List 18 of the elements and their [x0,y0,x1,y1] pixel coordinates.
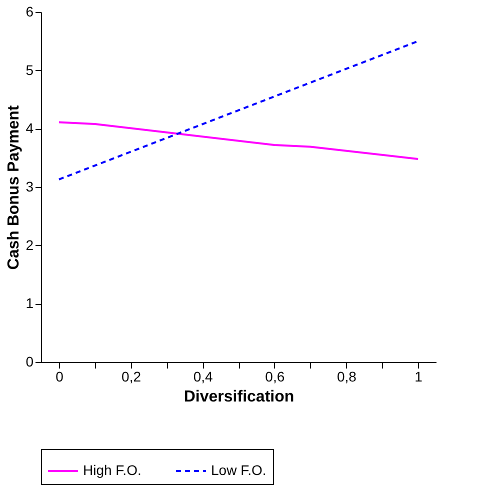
line-series [58,121,420,160]
y-tick-label: 3 [26,178,34,194]
y-tick-label: 5 [26,62,34,78]
x-tick-label: 0,8 [336,368,357,384]
y-tick-label: 6 [26,4,34,20]
y-tick-label: 4 [26,120,34,136]
y-tick-label: 0 [26,354,34,370]
x-tick-label: 0,4 [193,368,214,384]
legend-label: Low F.O. [211,462,266,478]
y-tick-label: 2 [26,236,34,253]
y-tick-label: 1 [26,295,34,312]
legend-label: High F.O. [83,462,142,478]
y-axis-title: Cash Bonus Payment [6,104,23,270]
x-tick-label: 0,6 [265,368,285,384]
x-tick-label: 0 [56,368,64,384]
x-tick-label: 1 [414,368,423,384]
x-axis-title: Diversification [184,388,294,406]
x-tick-label: 0,2 [122,368,142,384]
